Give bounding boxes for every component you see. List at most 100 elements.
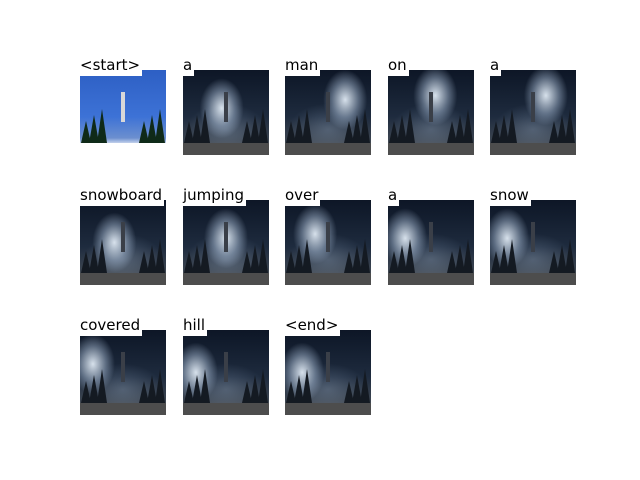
skier-body	[121, 92, 125, 122]
skier-figure	[118, 218, 128, 258]
skier-body	[531, 92, 535, 122]
word-label: over	[285, 185, 320, 206]
tree-shape	[250, 375, 260, 403]
tree-shape	[294, 115, 304, 143]
tree-shape	[447, 121, 457, 143]
snow-ground	[80, 143, 166, 155]
tree-shape	[294, 375, 304, 403]
tree-shape	[565, 239, 575, 273]
tree-shape	[89, 375, 99, 403]
snow-ground	[490, 273, 576, 285]
attention-map	[285, 200, 371, 285]
tree-shape	[258, 109, 268, 143]
snow-ground	[285, 403, 371, 415]
tree-shape	[258, 369, 268, 403]
skier-body	[326, 352, 330, 382]
tree-shape	[389, 251, 399, 273]
tree-shape	[352, 375, 362, 403]
word-label: a	[490, 55, 501, 76]
tree-shape	[147, 375, 157, 403]
tree-shape	[549, 251, 559, 273]
tree-shape	[81, 121, 91, 143]
tree-shape	[184, 121, 194, 143]
attention-cell: <end>	[285, 315, 371, 415]
skier-body	[224, 352, 228, 382]
snow-ground	[285, 143, 371, 155]
tree-shape	[81, 251, 91, 273]
word-label: snowboard	[80, 185, 164, 206]
skier-body	[224, 92, 228, 122]
tree-shape	[557, 245, 567, 273]
attention-cell: snowboard	[80, 185, 166, 285]
tree-shape	[405, 239, 415, 273]
tree-shape	[155, 109, 165, 143]
attention-cell: snow	[490, 185, 576, 285]
skier-figure	[118, 88, 128, 128]
tree-shape	[139, 381, 149, 403]
tree-shape	[200, 369, 210, 403]
skier-figure	[528, 88, 538, 128]
word-label: <start>	[80, 55, 142, 76]
word-label: snow	[490, 185, 531, 206]
skier-figure	[323, 348, 333, 388]
skier-body	[429, 222, 433, 252]
tree-shape	[184, 251, 194, 273]
tree-shape	[302, 239, 312, 273]
tree-shape	[139, 121, 149, 143]
tree-shape	[344, 251, 354, 273]
attention-map	[80, 200, 166, 285]
attention-map	[490, 200, 576, 285]
skier-figure	[118, 348, 128, 388]
attention-cell: covered	[80, 315, 166, 415]
attention-cell: hill	[183, 315, 269, 415]
tree-shape	[344, 381, 354, 403]
tree-shape	[507, 109, 517, 143]
tree-shape	[463, 239, 473, 273]
tree-shape	[242, 381, 252, 403]
skier-figure	[221, 88, 231, 128]
skier-figure	[528, 218, 538, 258]
attention-map	[285, 330, 371, 415]
tree-shape	[147, 115, 157, 143]
tree-shape	[557, 115, 567, 143]
tree-shape	[455, 245, 465, 273]
snow-ground	[80, 403, 166, 415]
tree-shape	[89, 115, 99, 143]
word-label: man	[285, 55, 320, 76]
tree-shape	[447, 251, 457, 273]
tree-shape	[360, 109, 370, 143]
tree-shape	[455, 115, 465, 143]
tree-shape	[360, 369, 370, 403]
snow-ground	[183, 403, 269, 415]
tree-shape	[499, 115, 509, 143]
skier-body	[121, 352, 125, 382]
attention-cell: on	[388, 55, 474, 155]
attention-cell: a	[490, 55, 576, 155]
tree-shape	[499, 245, 509, 273]
snow-ground	[80, 273, 166, 285]
attention-map	[388, 200, 474, 285]
attention-cell: <start>	[80, 55, 166, 155]
skier-figure	[221, 348, 231, 388]
tree-shape	[397, 115, 407, 143]
attention-cell: a	[183, 55, 269, 155]
tree-shape	[200, 239, 210, 273]
tree-shape	[360, 239, 370, 273]
skier-body	[224, 222, 228, 252]
snow-ground	[490, 143, 576, 155]
tree-shape	[389, 121, 399, 143]
attention-cell: over	[285, 185, 371, 285]
tree-shape	[397, 245, 407, 273]
skier-figure	[426, 218, 436, 258]
tree-shape	[200, 109, 210, 143]
tree-shape	[507, 239, 517, 273]
skier-figure	[426, 88, 436, 128]
tree-shape	[155, 369, 165, 403]
word-label: covered	[80, 315, 142, 336]
tree-shape	[302, 369, 312, 403]
original-image	[80, 70, 166, 155]
tree-shape	[491, 121, 501, 143]
tree-shape	[352, 115, 362, 143]
snow-ground	[285, 273, 371, 285]
tree-shape	[147, 245, 157, 273]
